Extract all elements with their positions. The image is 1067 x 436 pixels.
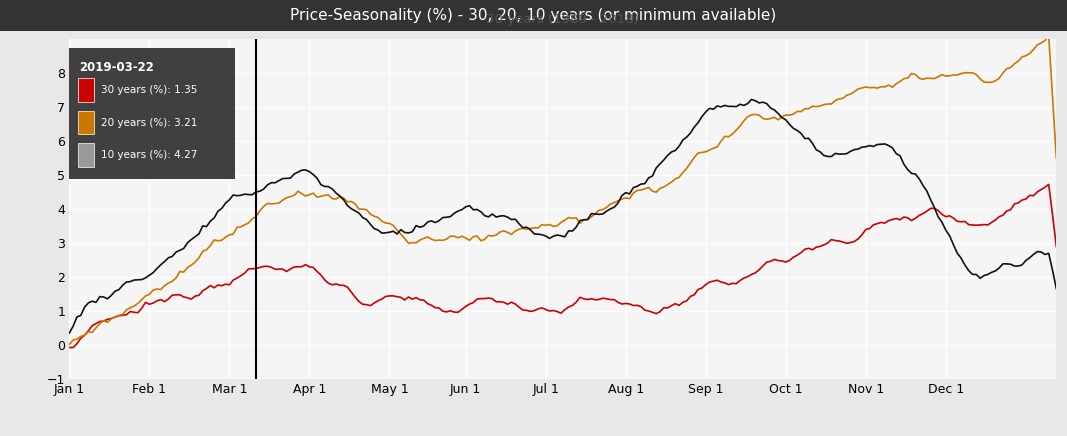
Text: 30 years (1989 - 2018): 30 years (1989 - 2018) — [487, 13, 639, 26]
FancyBboxPatch shape — [78, 111, 94, 134]
Text: 2019-03-22: 2019-03-22 — [79, 61, 154, 74]
Text: 30 years (%): 1.35: 30 years (%): 1.35 — [100, 85, 197, 95]
Text: Price-Seasonality (%) - 30, 20, 10 years (or minimum available): Price-Seasonality (%) - 30, 20, 10 years… — [290, 8, 777, 23]
Text: 10 years (%): 4.27: 10 years (%): 4.27 — [100, 150, 197, 160]
FancyBboxPatch shape — [78, 78, 94, 102]
Text: 20 years (%): 3.21: 20 years (%): 3.21 — [100, 118, 197, 127]
FancyBboxPatch shape — [78, 143, 94, 167]
